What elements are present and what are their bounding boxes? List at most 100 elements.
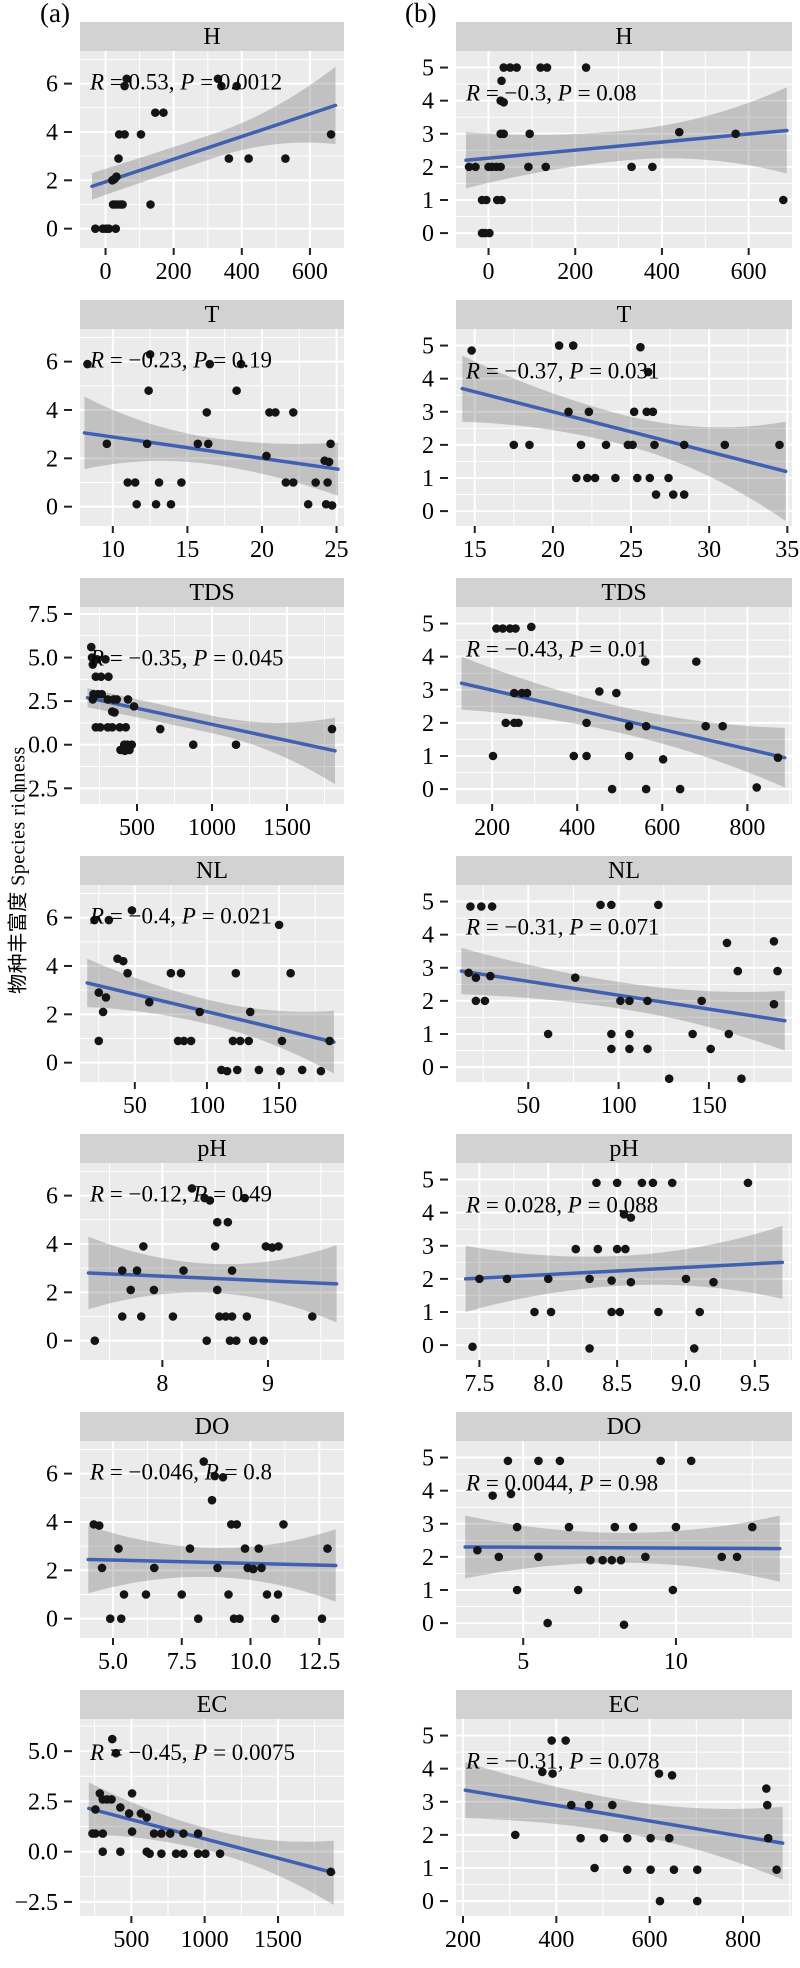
y-tick-label: 1 <box>422 1022 434 1048</box>
data-point <box>632 473 642 483</box>
data-point <box>95 722 105 732</box>
panel-a-DO: DO 5.0 7.5 10.0 12.5 0 2 4 6 R = −0.046, P = 0.8 <box>10 1412 350 1675</box>
data-point <box>259 1336 269 1345</box>
confidence-band <box>465 1762 783 1880</box>
data-point <box>499 129 508 139</box>
y-tick-label: 5.0 <box>28 646 58 672</box>
y-tick-label: 0 <box>46 495 58 521</box>
data-point <box>179 1849 188 1858</box>
data-point <box>202 408 212 417</box>
data-point <box>505 63 515 72</box>
y-tick-label: 4 <box>422 89 434 115</box>
x-tick-label: 9 <box>262 1371 274 1397</box>
x-tick-label: 9.5 <box>740 1371 770 1397</box>
data-point <box>646 1865 655 1874</box>
data-point <box>88 660 98 669</box>
y-tick-label: 3 <box>422 678 434 704</box>
data-point <box>530 1307 539 1317</box>
data-point <box>542 63 552 72</box>
data-point <box>248 1336 258 1345</box>
x-tick-label: 600 <box>731 259 767 285</box>
data-point <box>625 1044 634 1054</box>
data-point <box>763 1833 773 1843</box>
data-point <box>166 968 176 978</box>
data-point <box>235 1036 245 1046</box>
data-point <box>142 1813 152 1822</box>
data-point <box>488 751 498 761</box>
data-point <box>115 722 125 732</box>
data-point <box>149 1563 159 1573</box>
data-point <box>177 478 186 487</box>
y-tick-label: 3 <box>422 1790 434 1816</box>
facet-title: H <box>203 24 220 50</box>
data-point <box>720 440 730 450</box>
data-point <box>98 1007 108 1017</box>
y-tick-label: 6 <box>46 350 58 376</box>
y-tick-label: 1 <box>422 466 434 492</box>
y-tick-label: 1 <box>422 1578 434 1604</box>
data-point <box>471 973 481 983</box>
x-tick-label: 800 <box>725 1927 761 1953</box>
facet-strip <box>456 1690 792 1719</box>
data-point <box>566 1800 576 1810</box>
data-point <box>142 439 152 449</box>
data-point <box>110 708 119 717</box>
facet-strip <box>456 1134 792 1163</box>
data-point <box>132 499 141 509</box>
data-point <box>248 1564 258 1574</box>
regression-line <box>460 386 788 474</box>
data-point <box>607 1276 616 1285</box>
data-point <box>203 439 213 449</box>
x-axis: 0 200 400 600 <box>100 248 328 285</box>
data-point <box>625 1029 634 1039</box>
data-point <box>107 1795 116 1804</box>
data-point <box>187 1184 197 1193</box>
data-point <box>717 1552 727 1562</box>
scatter-points <box>90 1184 317 1345</box>
data-point <box>607 900 616 910</box>
facet-title: pH <box>197 1136 226 1162</box>
x-tick-label: 1000 <box>188 815 236 841</box>
facet-title: T <box>617 302 632 328</box>
x-axis: 5 10 <box>517 1638 688 1675</box>
data-point <box>637 1178 647 1188</box>
data-point <box>648 162 657 172</box>
data-point <box>554 341 564 350</box>
regression-line <box>85 981 336 1044</box>
x-tick-label: 400 <box>644 259 680 285</box>
data-point <box>464 162 474 172</box>
data-point <box>225 1336 235 1345</box>
facet-plot-svg: T 15 20 25 30 35 0 1 2 3 4 5 R = −0.37, P = 0.031 <box>422 300 799 563</box>
x-tick-label: 100 <box>189 1093 225 1119</box>
x-tick-label: 200 <box>156 259 192 285</box>
data-point <box>624 751 634 761</box>
correlation-annotation: R = −0.23, P = 0.19 <box>89 348 272 373</box>
data-point <box>126 1285 135 1295</box>
data-point <box>88 695 98 704</box>
y-tick-label: −2.5 <box>14 1890 58 1916</box>
data-point <box>564 407 573 417</box>
x-tick-label: 400 <box>224 259 260 285</box>
y-tick-label: 3 <box>422 1234 434 1260</box>
data-point <box>598 1555 607 1565</box>
data-point <box>679 490 689 499</box>
data-point <box>534 1552 543 1562</box>
data-point <box>281 154 290 163</box>
data-point <box>91 1805 100 1814</box>
data-point <box>146 200 155 209</box>
data-point <box>654 1307 663 1317</box>
x-tick-label: 1500 <box>263 815 311 841</box>
data-point <box>482 195 491 205</box>
data-point <box>494 1552 504 1562</box>
data-point <box>132 1266 142 1275</box>
data-point <box>83 359 92 369</box>
data-point <box>497 76 506 86</box>
y-axis: 0 2 4 6 <box>46 1462 72 1633</box>
data-point <box>236 359 246 369</box>
data-point <box>116 1803 125 1812</box>
x-tick-label: 8.0 <box>533 1371 563 1397</box>
facet-title: EC <box>609 1692 640 1718</box>
data-point <box>622 1833 632 1843</box>
data-point <box>326 1867 336 1877</box>
data-point <box>488 1491 497 1500</box>
